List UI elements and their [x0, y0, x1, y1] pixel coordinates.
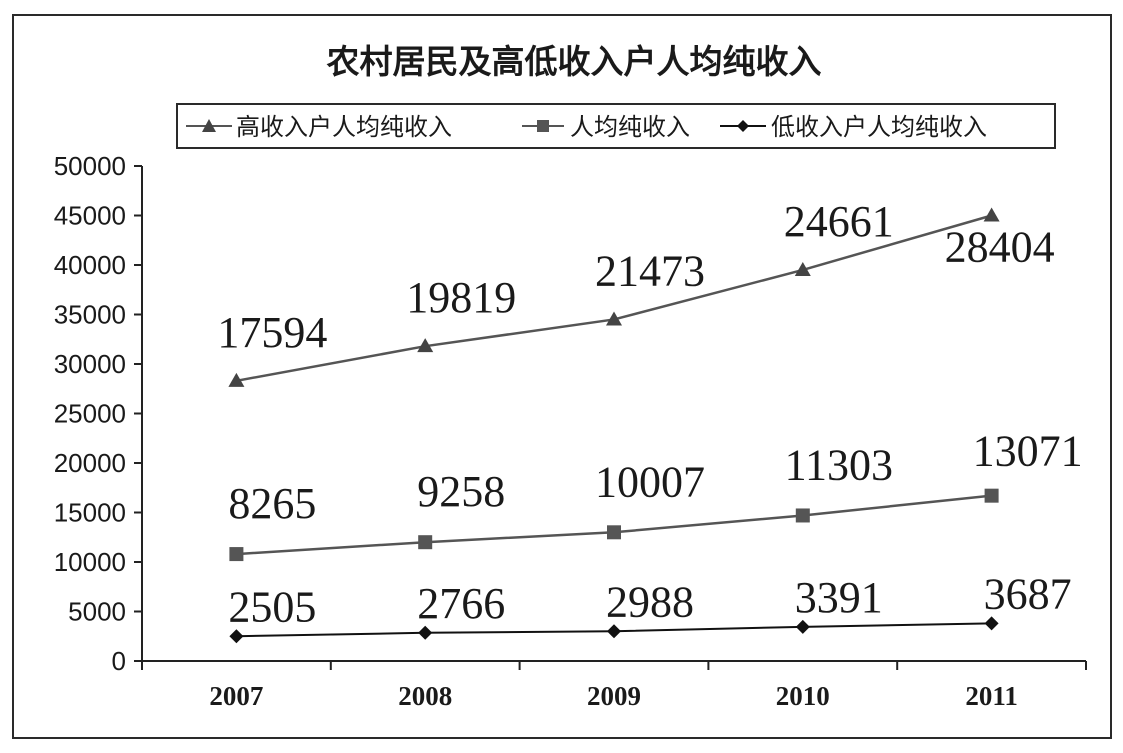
- axes: 0 5000 10000 15000 20000 25000 30000 35000 40000…: [54, 151, 1087, 711]
- line-chart: 农村居民及高低收入户人均纯收入 高收入户人均纯收入 人均纯收入 低收入户人均纯收…: [54, 42, 1087, 711]
- data-point-square: [795, 508, 810, 523]
- data-label: 28404: [945, 223, 1055, 272]
- data-label: 3391: [795, 573, 883, 622]
- chart-title: 农村居民及高低收入户人均纯收入: [327, 42, 822, 81]
- x-tick-label: 2008: [398, 681, 452, 711]
- y-tick-label: 35000: [54, 300, 126, 330]
- series-1: 8265 9258 10007 11303 13071: [228, 427, 1083, 562]
- data-point-triangle: [983, 207, 1000, 222]
- triangle-marker-icon: [202, 119, 216, 132]
- data-point-triangle: [417, 338, 434, 353]
- y-tick-label: 0: [112, 646, 126, 676]
- data-point-diamond: [607, 624, 621, 639]
- data-label: 19819: [406, 273, 516, 322]
- data-label: 13071: [973, 427, 1083, 476]
- y-tick-label: 15000: [54, 498, 126, 528]
- data-point-diamond: [229, 629, 244, 644]
- data-point-square: [607, 525, 621, 540]
- legend-label-average-income: 人均纯收入: [570, 113, 690, 141]
- series-0: 17594 19819 21473 24661 28404: [217, 197, 1055, 387]
- legend-box: [176, 103, 1056, 149]
- y-tick-label: 45000: [54, 201, 126, 231]
- data-label: 21473: [595, 246, 705, 295]
- data-label: 2505: [228, 582, 316, 631]
- legend: 高收入户人均纯收入 人均纯收入 低收入户人均纯收入: [176, 103, 1056, 149]
- y-tick-label: 25000: [54, 399, 126, 429]
- y-tick-label: 40000: [54, 250, 126, 280]
- series-2: 2505 2766 2988 3391 3687: [228, 569, 1072, 644]
- data-label: 11303: [785, 440, 893, 489]
- legend-item-average-income: 人均纯收入: [522, 113, 690, 141]
- legend-item-high-income: 高收入户人均纯收入: [186, 113, 452, 141]
- data-label: 10007: [595, 457, 705, 506]
- data-point-square: [418, 535, 433, 550]
- y-tick-label: 30000: [54, 349, 126, 379]
- data-label: 3687: [984, 569, 1072, 618]
- chart-frame: 农村居民及高低收入户人均纯收入 高收入户人均纯收入 人均纯收入 低收入户人均纯收…: [12, 14, 1112, 739]
- data-label: 9258: [417, 467, 505, 516]
- x-tick-label: 2010: [776, 681, 830, 711]
- x-tick-label: 2011: [965, 681, 1018, 711]
- legend-label-high-income: 高收入户人均纯收入: [236, 113, 452, 141]
- y-tick-label: 20000: [54, 448, 126, 478]
- data-point-triangle: [606, 311, 622, 326]
- data-point-triangle: [228, 372, 245, 387]
- data-label: 2988: [606, 577, 694, 626]
- legend-label-low-income: 低收入户人均纯收入: [771, 113, 987, 141]
- x-tick-label: 2009: [587, 681, 641, 711]
- data-point-square: [229, 547, 244, 562]
- data-point-triangle: [794, 261, 811, 276]
- data-point-diamond: [418, 625, 433, 640]
- y-tick-label: 5000: [68, 597, 126, 627]
- series-layer: 17594 19819 21473 24661 28404 8265 9258 10007 11…: [217, 197, 1083, 644]
- data-point-diamond: [795, 619, 810, 634]
- data-label: 24661: [784, 197, 894, 246]
- x-tick-label: 2007: [209, 681, 263, 711]
- legend-item-low-income: 低收入户人均纯收入: [720, 113, 987, 141]
- diamond-marker-icon: [737, 120, 749, 132]
- data-point-square: [984, 488, 999, 503]
- square-marker-icon: [537, 120, 549, 132]
- data-label: 8265: [228, 479, 316, 528]
- data-label: 17594: [217, 308, 327, 357]
- y-tick-label: 10000: [54, 547, 126, 577]
- data-point-diamond: [984, 616, 999, 631]
- y-tick-label: 50000: [54, 151, 126, 181]
- data-label: 2766: [417, 579, 505, 628]
